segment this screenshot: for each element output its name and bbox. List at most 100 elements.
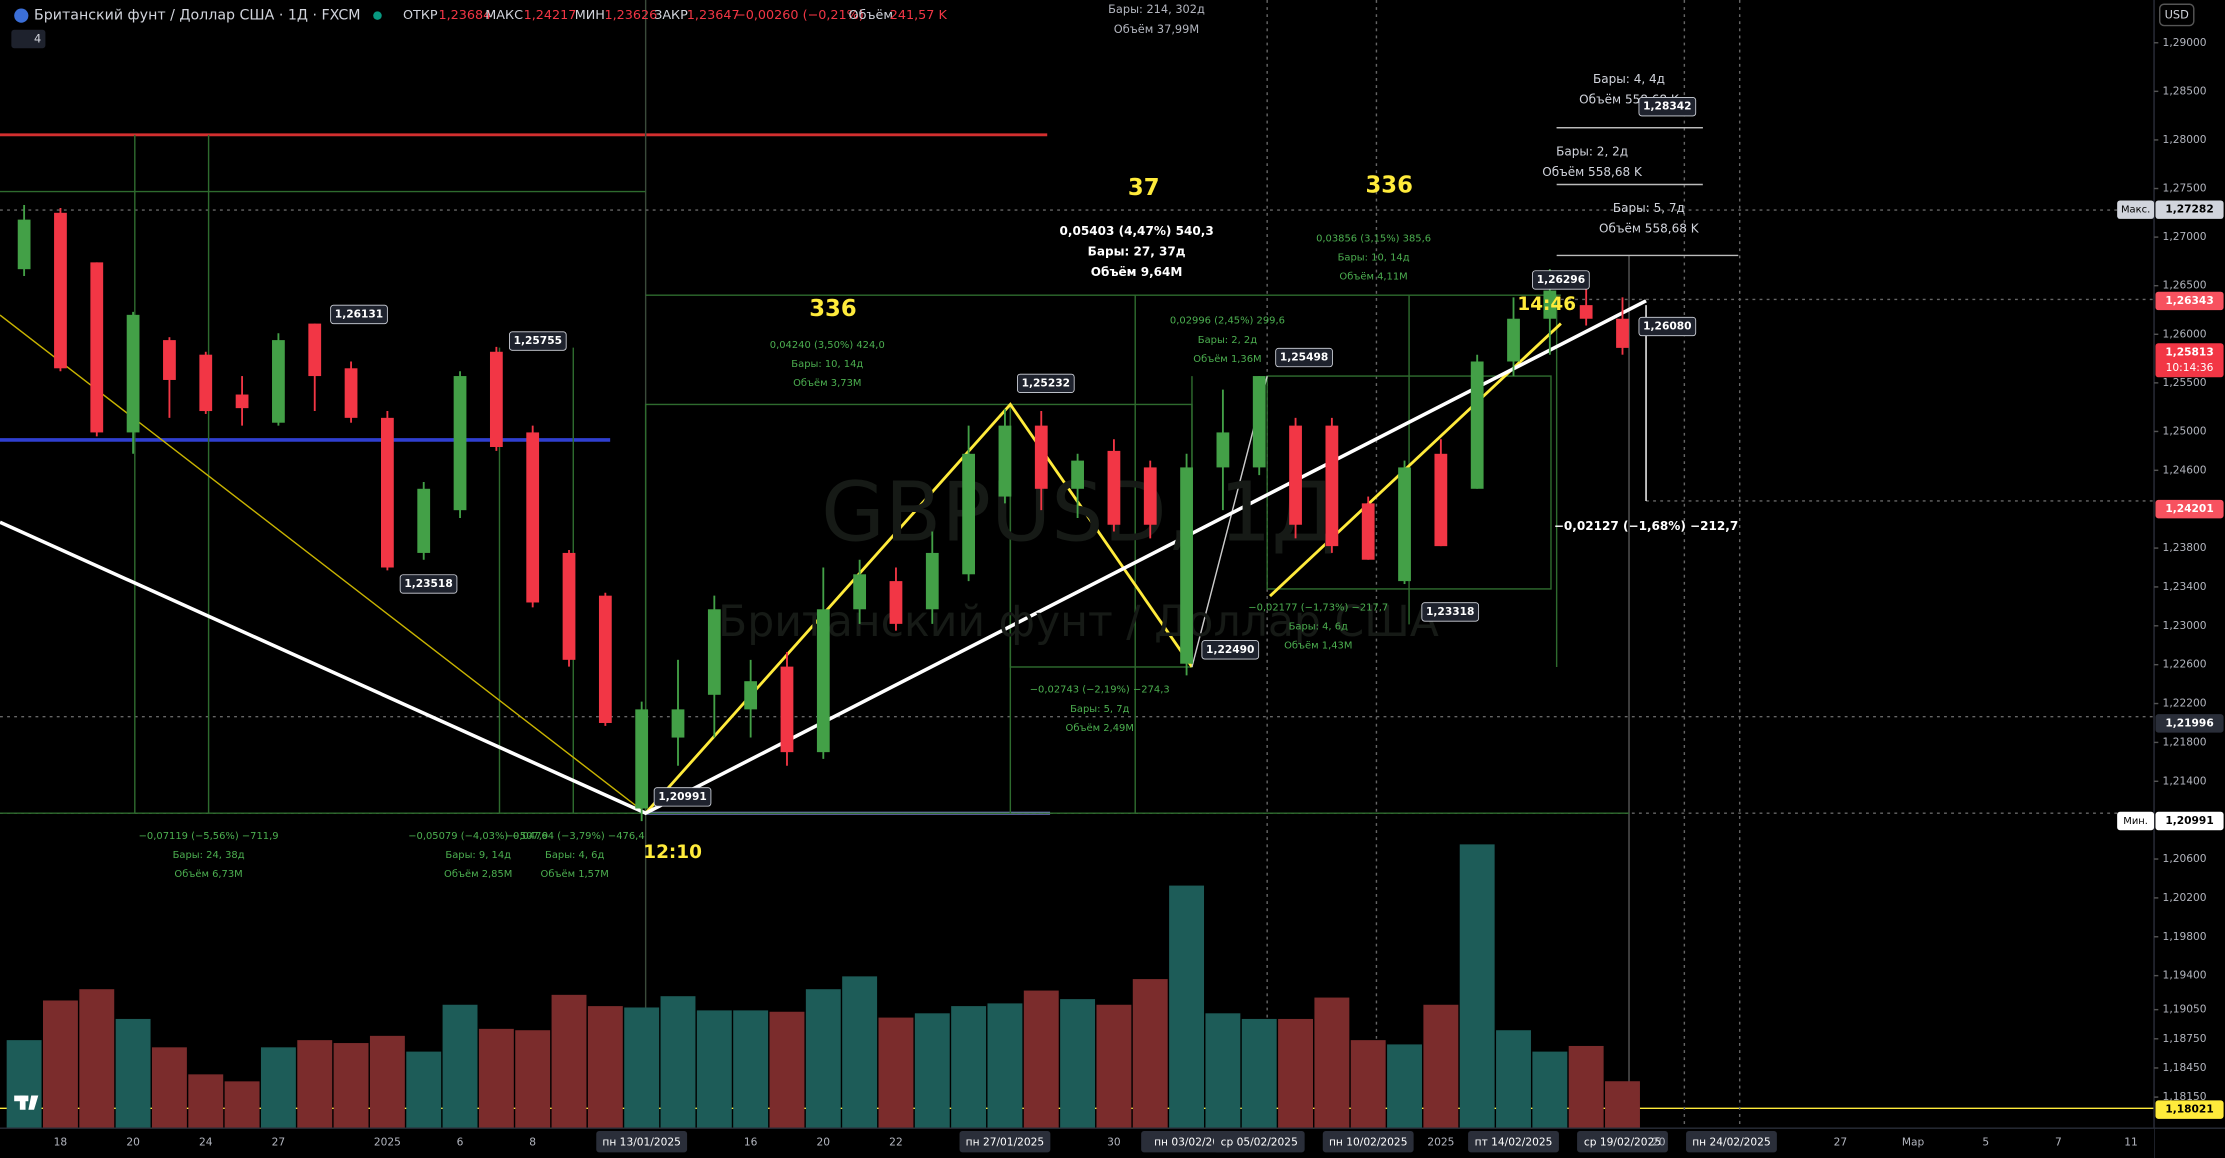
measure-text: Объём 4,11M bbox=[1339, 272, 1407, 283]
candle-body bbox=[90, 262, 104, 433]
volume-bar bbox=[551, 994, 587, 1129]
volume-bar bbox=[6, 1040, 42, 1129]
symbol-icon bbox=[14, 8, 29, 23]
volume-bar bbox=[842, 976, 878, 1129]
volume-value: 241,57 K bbox=[890, 8, 948, 23]
price-marker-tag: Макс. bbox=[2121, 205, 2150, 216]
candle-body bbox=[1216, 432, 1230, 468]
candle-body bbox=[489, 351, 503, 448]
counter-label: 14:46 bbox=[1517, 294, 1576, 315]
y-tick-label: 1,23800 bbox=[2163, 541, 2207, 554]
candle-body bbox=[635, 709, 649, 809]
candle-body bbox=[1543, 290, 1557, 319]
price-label: 1,28342 bbox=[1643, 100, 1691, 113]
currency[interactable]: USD bbox=[2165, 8, 2190, 22]
candle-body bbox=[199, 354, 213, 412]
measure-text: Бары: 24, 38д bbox=[173, 850, 245, 861]
y-tick-label: 1,19400 bbox=[2163, 969, 2207, 982]
volume-bar bbox=[951, 1006, 987, 1129]
y-tick-label: 1,26000 bbox=[2163, 327, 2207, 340]
indicator-toggle[interactable] bbox=[11, 29, 46, 49]
measure-text: Объём 2,49M bbox=[1066, 723, 1134, 734]
top-info: Объём 37,99M bbox=[1114, 22, 1199, 36]
measure-text: Бары: 4, 6д bbox=[1289, 622, 1348, 633]
date-highlight bbox=[1468, 1131, 1559, 1153]
volume-bar bbox=[333, 1043, 369, 1129]
price-label: 1,26080 bbox=[1643, 320, 1691, 333]
volume-bar bbox=[515, 1030, 551, 1129]
close-value: 1,23647 bbox=[687, 8, 740, 23]
candle-body bbox=[598, 595, 612, 723]
open-value: 1,23684 bbox=[438, 8, 491, 23]
x-tick-label: пт 14/02/2025 bbox=[1475, 1135, 1553, 1148]
measure-text: Бары: 2, 2д bbox=[1198, 335, 1257, 346]
volume-bar bbox=[478, 1028, 514, 1129]
candle-body bbox=[1616, 318, 1629, 348]
volume-bar bbox=[1023, 990, 1059, 1129]
date-highlight bbox=[959, 1131, 1051, 1153]
measure-text: −0,05079 (−4,03%) −507,9 bbox=[408, 831, 548, 842]
price-label-box bbox=[1421, 602, 1480, 622]
volume-bar bbox=[1605, 1081, 1640, 1129]
price-marker-label: 1,27282 bbox=[2165, 203, 2213, 216]
volume-bar bbox=[151, 1047, 187, 1129]
candle-body bbox=[780, 666, 794, 753]
price-label-box bbox=[508, 331, 567, 351]
candle-body bbox=[671, 709, 685, 738]
candle-body bbox=[962, 453, 975, 575]
price-marker-label: 1,21996 bbox=[2165, 716, 2213, 729]
candle-body bbox=[235, 394, 249, 409]
candle-body bbox=[853, 574, 867, 610]
x-tick-label: 2025 bbox=[1427, 1135, 1454, 1148]
x-tick-label: 24 bbox=[199, 1135, 213, 1148]
volume-bar bbox=[42, 1000, 78, 1129]
price-marker-tag: Мин. bbox=[2123, 816, 2148, 827]
symbol-title[interactable]: Британский фунт / Доллар США · 1Д · FXCM bbox=[34, 8, 360, 24]
candle-body bbox=[707, 609, 721, 695]
measure-text: 0,02996 (2,45%) 299,6 bbox=[1170, 316, 1285, 327]
y-tick-label: 1,23000 bbox=[2163, 619, 2207, 632]
date-highlight bbox=[1577, 1131, 1668, 1153]
x-tick-label: 2025 bbox=[374, 1135, 401, 1148]
candle-body bbox=[1071, 460, 1084, 489]
y-tick-label: 1,19050 bbox=[2163, 1003, 2207, 1016]
price-marker-label: 1,25813 bbox=[2165, 345, 2213, 358]
counter-label: 336 bbox=[1366, 172, 1413, 198]
volume-bar bbox=[1241, 1018, 1277, 1129]
measure-text: Бары: 4, 6д bbox=[545, 850, 604, 861]
measure-text: −0,02127 (−1,68%) −212,7 bbox=[1554, 519, 1738, 533]
price-label: 1,26131 bbox=[335, 307, 383, 320]
price-label-box bbox=[1638, 316, 1697, 337]
volume-bar bbox=[987, 1003, 1023, 1129]
x-tick-label: 7 bbox=[2055, 1135, 2062, 1148]
price-label: 1,25755 bbox=[514, 334, 562, 347]
counter-label: 12:10 bbox=[643, 842, 702, 863]
price-label-box bbox=[1017, 373, 1075, 394]
candle-body bbox=[526, 432, 540, 603]
x-tick-label: 30 bbox=[1107, 1135, 1121, 1148]
measure-text: 0,03856 (3,15%) 385,6 bbox=[1316, 233, 1431, 244]
price-marker-label: 1,18021 bbox=[2165, 1103, 2213, 1116]
candle-body bbox=[308, 323, 322, 377]
measure-text: Бары: 2, 2д bbox=[1556, 144, 1628, 158]
price-marker-box bbox=[2155, 291, 2224, 311]
measure-text: Объём 1,57M bbox=[541, 869, 609, 880]
date-highlight bbox=[1141, 1131, 1232, 1153]
y-tick-label: 1,18750 bbox=[2163, 1032, 2207, 1045]
currency-button[interactable] bbox=[2159, 3, 2195, 27]
volume-bar bbox=[1096, 1004, 1132, 1129]
indicator-count[interactable]: 4 bbox=[34, 32, 41, 46]
price-marker-box bbox=[2155, 200, 2224, 219]
candle-body bbox=[126, 314, 140, 433]
x-tick-label: 27 bbox=[272, 1135, 286, 1148]
candle-body bbox=[163, 340, 176, 380]
y-tick-label: 1,20600 bbox=[2163, 852, 2207, 865]
volume-bar bbox=[188, 1074, 224, 1129]
price-marker-box bbox=[2155, 811, 2224, 831]
candle-body bbox=[344, 368, 358, 418]
y-tick-label: 1,26500 bbox=[2163, 279, 2207, 292]
candle-body bbox=[889, 581, 903, 624]
